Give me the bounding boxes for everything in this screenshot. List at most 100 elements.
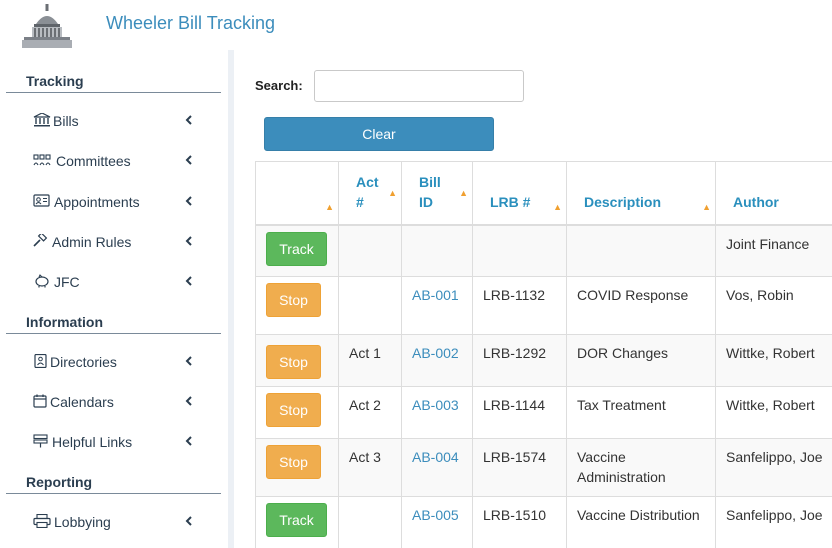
sidebar-item-helpful-links[interactable]: Helpful Links [33, 431, 198, 453]
bank-icon [33, 113, 51, 127]
links-icon [33, 434, 48, 448]
chevron-left-icon [185, 196, 192, 206]
section-tracking: Tracking [6, 67, 221, 93]
section-title: Tracking [26, 73, 84, 89]
search-input[interactable] [314, 70, 524, 102]
section-title: Reporting [26, 474, 93, 490]
sidebar-item-label: Committees [56, 153, 131, 169]
lrb-cell: LRB-1510 [472, 496, 567, 548]
column-header-label: Bill ID [419, 173, 441, 210]
search-label: Search: [255, 78, 303, 93]
sidebar-item-directories[interactable]: Directories [33, 351, 198, 373]
chevron-left-icon [185, 396, 192, 406]
column-header-act[interactable]: Act # ▲ [338, 161, 402, 226]
author-cell: Wittke, Robert [715, 334, 832, 387]
sidebar-item-label: Directories [50, 354, 117, 370]
chevron-left-icon [185, 436, 192, 446]
sort-icon: ▲ [325, 201, 334, 212]
column-header-author[interactable]: Author [715, 161, 832, 226]
sidebar-item-bills[interactable]: Bills [33, 110, 198, 132]
author-cell: Wittke, Robert [715, 386, 832, 439]
stop-button[interactable]: Stop [266, 345, 321, 379]
act-cell: Act 1 [338, 334, 402, 387]
bills-table: ▲ Act # ▲ Bill ID ▲ LRB # ▲ Description … [255, 161, 832, 548]
description-cell [566, 224, 716, 277]
author-cell: Vos, Robin [715, 276, 832, 335]
sidebar-item-label: Bills [53, 113, 79, 129]
chevron-left-icon [185, 356, 192, 366]
bill-link[interactable]: AB-001 [412, 287, 459, 303]
act-cell [338, 496, 402, 548]
address-book-icon [34, 354, 47, 368]
sidebar-item-label: Admin Rules [52, 234, 132, 250]
table-row: Stop Act 3 AB-004 LRB-1574 Vaccine Admin… [255, 438, 832, 497]
column-header-label: Act # [356, 173, 379, 210]
act-cell: Act 2 [338, 386, 402, 439]
description-cell: Tax Treatment [566, 386, 716, 439]
sidebar-item-admin-rules[interactable]: Admin Rules [33, 231, 198, 253]
author-cell: Joint Finance [715, 224, 832, 277]
sidebar-item-appointments[interactable]: Appointments [33, 191, 198, 213]
gavel-icon [33, 234, 48, 247]
sidebar-item-label: Calendars [50, 394, 114, 410]
lrb-cell [472, 224, 567, 277]
sidebar-item-label: Helpful Links [52, 434, 133, 450]
sidebar-item-jfc[interactable]: JFC [33, 271, 198, 293]
chevron-left-icon [185, 516, 192, 526]
column-header-bill-id[interactable]: Bill ID ▲ [401, 161, 473, 226]
chevron-left-icon [185, 276, 192, 286]
act-cell: Act 3 [338, 438, 402, 497]
column-header-label: Author [733, 193, 779, 210]
table-row: Track AB-005 LRB-1510 Vaccine Distributi… [255, 496, 832, 548]
stop-button[interactable]: Stop [266, 445, 321, 479]
bill-link[interactable]: AB-002 [412, 345, 459, 361]
description-cell: COVID Response [566, 276, 716, 335]
act-cell [338, 224, 402, 277]
author-cell: Sanfelippo, Joe [715, 438, 832, 497]
description-cell: Vaccine Administration [566, 438, 716, 497]
stop-button[interactable]: Stop [266, 393, 321, 427]
committee-icon [33, 154, 51, 166]
lrb-cell: LRB-1574 [472, 438, 567, 497]
table-row: Stop Act 2 AB-003 LRB-1144 Tax Treatment… [255, 386, 832, 439]
section-information: Information [6, 308, 221, 334]
section-reporting: Reporting [6, 468, 221, 494]
table-row: Stop AB-001 LRB-1132 COVID Response Vos,… [255, 276, 832, 335]
column-header-description[interactable]: Description ▲ [566, 161, 716, 226]
track-button[interactable]: Track [266, 231, 327, 266]
column-header-lrb[interactable]: LRB # ▲ [472, 161, 567, 226]
id-card-icon [33, 194, 50, 207]
calendar-icon [33, 394, 47, 408]
print-icon [33, 514, 51, 528]
sidebar-item-lobbying[interactable]: Lobbying [33, 511, 198, 533]
capitol-dome-logo [22, 4, 72, 48]
sidebar-item-label: Appointments [54, 194, 140, 210]
table-header-row: ▲ Act # ▲ Bill ID ▲ LRB # ▲ Description … [255, 161, 832, 226]
sort-icon: ▲ [388, 187, 397, 198]
description-cell: Vaccine Distribution [566, 496, 716, 548]
lrb-cell: LRB-1292 [472, 334, 567, 387]
bill-link[interactable]: AB-005 [412, 507, 459, 523]
sidebar-item-label: JFC [54, 274, 80, 290]
bill-link[interactable]: AB-003 [412, 397, 459, 413]
sidebar-item-calendars[interactable]: Calendars [33, 391, 198, 413]
app-title[interactable]: Wheeler Bill Tracking [106, 13, 276, 33]
sort-icon: ▲ [553, 201, 562, 212]
chevron-left-icon [185, 236, 192, 246]
table-row: Track Joint Finance [255, 224, 832, 277]
header: Wheeler Bill Tracking [0, 0, 832, 50]
sidebar-item-committees[interactable]: Committees [33, 150, 198, 172]
lrb-cell: LRB-1132 [472, 276, 567, 335]
sidebar [0, 50, 228, 548]
chevron-left-icon [185, 155, 192, 165]
table-row: Stop Act 1 AB-002 LRB-1292 DOR Changes W… [255, 334, 832, 387]
column-header-action[interactable]: ▲ [255, 161, 339, 226]
column-header-label: Description [584, 193, 662, 210]
section-title: Information [26, 314, 103, 330]
track-button[interactable]: Track [266, 503, 327, 537]
clear-button[interactable]: Clear [264, 117, 494, 151]
author-cell: Sanfelippo, Joe [715, 496, 832, 548]
stop-button[interactable]: Stop [266, 283, 321, 317]
act-cell [338, 276, 402, 335]
bill-link[interactable]: AB-004 [412, 449, 459, 465]
